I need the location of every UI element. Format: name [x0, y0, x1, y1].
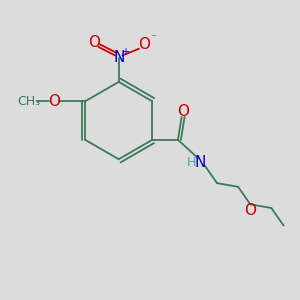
Text: N: N [113, 50, 124, 65]
Text: H: H [187, 156, 196, 169]
Text: O: O [88, 35, 100, 50]
Text: +: + [121, 47, 129, 57]
Text: ⁻: ⁻ [151, 34, 157, 44]
Text: O: O [138, 37, 150, 52]
Text: O: O [178, 104, 190, 119]
Text: O: O [244, 203, 256, 218]
Text: N: N [194, 155, 206, 170]
Text: O: O [48, 94, 60, 109]
Text: CH₃: CH₃ [18, 95, 41, 108]
